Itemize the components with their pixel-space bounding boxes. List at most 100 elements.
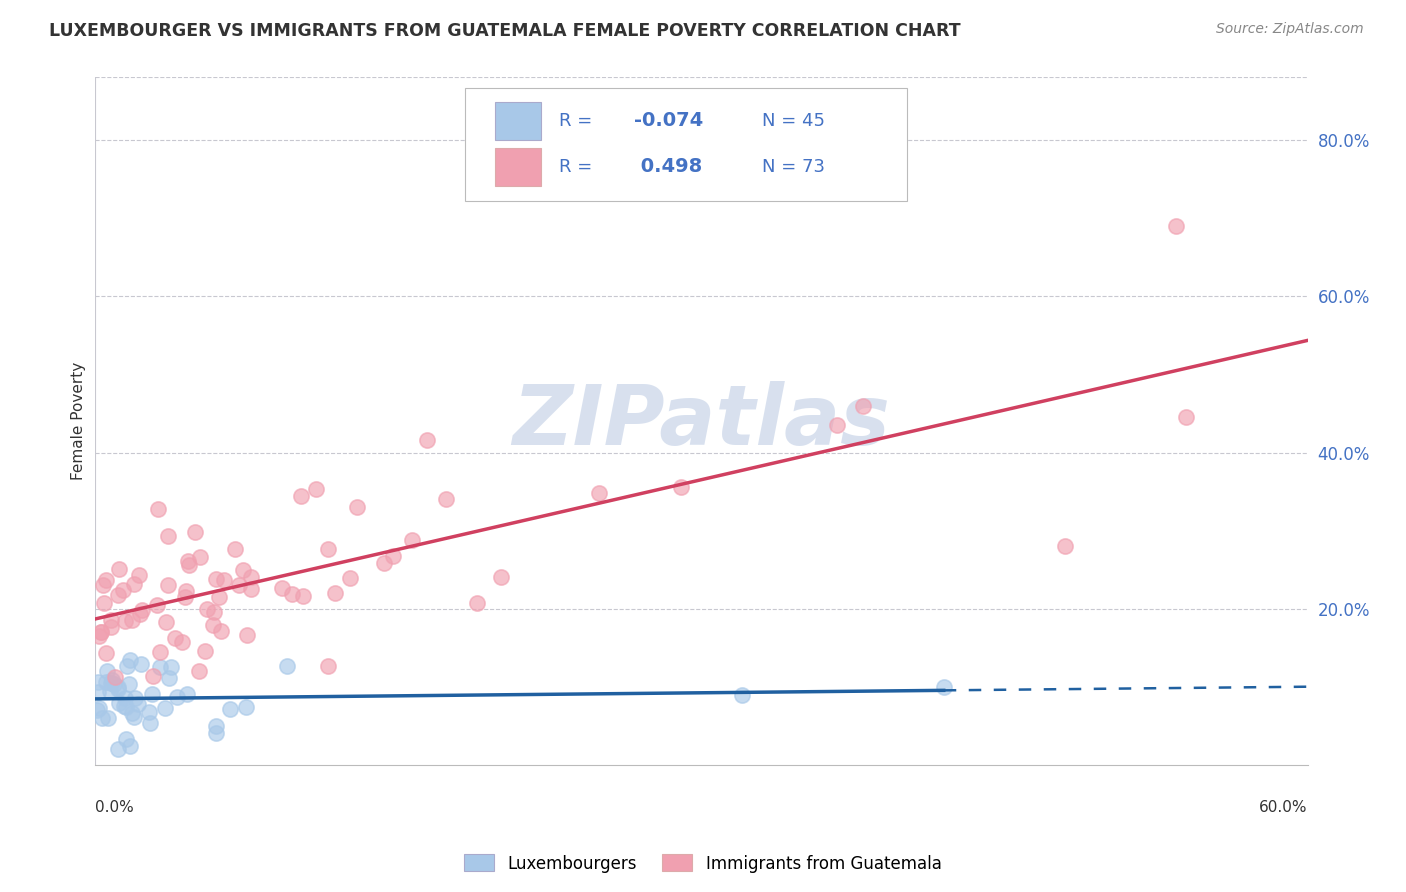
Point: [1175, 409, 1198, 424]
Point: [174, 590, 197, 604]
Point: [339, 571, 361, 585]
Point: [290, 489, 312, 503]
Point: [112, 582, 135, 597]
Point: [148, 660, 170, 674]
Point: [153, 701, 176, 715]
Point: [202, 605, 225, 619]
Point: [145, 598, 167, 612]
Point: [100, 613, 122, 627]
Point: [291, 589, 314, 603]
Text: 0.0%: 0.0%: [94, 799, 134, 814]
Point: [170, 635, 193, 649]
Point: [188, 664, 211, 678]
Point: [96, 675, 118, 690]
Point: [205, 726, 228, 740]
Point: [100, 620, 122, 634]
Text: ZIPatlas: ZIPatlas: [512, 381, 890, 462]
Point: [270, 581, 292, 595]
Point: [373, 556, 395, 570]
Point: [224, 541, 246, 556]
Point: [305, 482, 328, 496]
Point: [117, 659, 139, 673]
Point: [276, 659, 298, 673]
Point: [205, 572, 228, 586]
Point: [401, 533, 423, 548]
FancyBboxPatch shape: [464, 87, 907, 202]
Point: [107, 741, 129, 756]
Point: [118, 653, 141, 667]
Point: [323, 585, 346, 599]
Point: [669, 480, 692, 494]
Text: Source: ZipAtlas.com: Source: ZipAtlas.com: [1216, 22, 1364, 37]
Point: [155, 615, 177, 630]
Point: [434, 491, 457, 506]
Legend: Luxembourgers, Immigrants from Guatemala: Luxembourgers, Immigrants from Guatemala: [458, 847, 948, 880]
Point: [115, 731, 138, 746]
Point: [100, 676, 122, 690]
Point: [107, 588, 129, 602]
Point: [416, 433, 439, 447]
Point: [588, 486, 610, 500]
Point: [204, 719, 226, 733]
Point: [177, 558, 200, 572]
Point: [121, 613, 143, 627]
Point: [121, 706, 143, 721]
Point: [107, 680, 129, 694]
Point: [97, 710, 120, 724]
Point: [87, 700, 110, 714]
Point: [381, 549, 404, 563]
Point: [214, 574, 236, 588]
Point: [90, 711, 112, 725]
Point: [103, 677, 125, 691]
Point: [96, 646, 118, 660]
Point: [124, 690, 146, 705]
Point: [142, 669, 165, 683]
Point: [176, 687, 198, 701]
Point: [174, 584, 197, 599]
Point: [235, 699, 257, 714]
Point: [124, 577, 146, 591]
Text: N = 45: N = 45: [762, 112, 825, 129]
Point: [114, 691, 136, 706]
Point: [90, 625, 112, 640]
Point: [128, 568, 150, 582]
Point: [146, 502, 169, 516]
Text: R =: R =: [560, 158, 592, 176]
Point: [96, 665, 118, 679]
Point: [86, 703, 108, 717]
Point: [346, 500, 368, 515]
Text: -0.074: -0.074: [634, 112, 703, 130]
Point: [239, 582, 262, 596]
Point: [118, 677, 141, 691]
Text: N = 73: N = 73: [762, 158, 825, 176]
Point: [100, 684, 122, 698]
Point: [91, 578, 114, 592]
Point: [1054, 540, 1077, 554]
Point: [108, 696, 131, 710]
Point: [825, 417, 848, 432]
Point: [166, 690, 188, 705]
Point: [1166, 219, 1188, 233]
Text: LUXEMBOURGER VS IMMIGRANTS FROM GUATEMALA FEMALE POVERTY CORRELATION CHART: LUXEMBOURGER VS IMMIGRANTS FROM GUATEMAL…: [49, 22, 960, 40]
Point: [730, 688, 752, 702]
Point: [209, 624, 232, 638]
Point: [127, 697, 149, 711]
Point: [165, 631, 187, 645]
Point: [131, 603, 153, 617]
Point: [107, 681, 129, 696]
Point: [128, 607, 150, 622]
Point: [465, 596, 488, 610]
Point: [93, 596, 115, 610]
FancyBboxPatch shape: [495, 148, 541, 186]
Point: [194, 644, 217, 658]
Point: [94, 573, 117, 587]
Point: [239, 569, 262, 583]
Point: [177, 554, 200, 568]
Y-axis label: Female Poverty: Female Poverty: [72, 362, 86, 481]
Point: [188, 550, 211, 565]
Point: [114, 615, 136, 629]
Point: [316, 542, 339, 557]
Point: [228, 578, 250, 592]
Text: 60.0%: 60.0%: [1260, 799, 1308, 814]
Point: [129, 657, 152, 672]
